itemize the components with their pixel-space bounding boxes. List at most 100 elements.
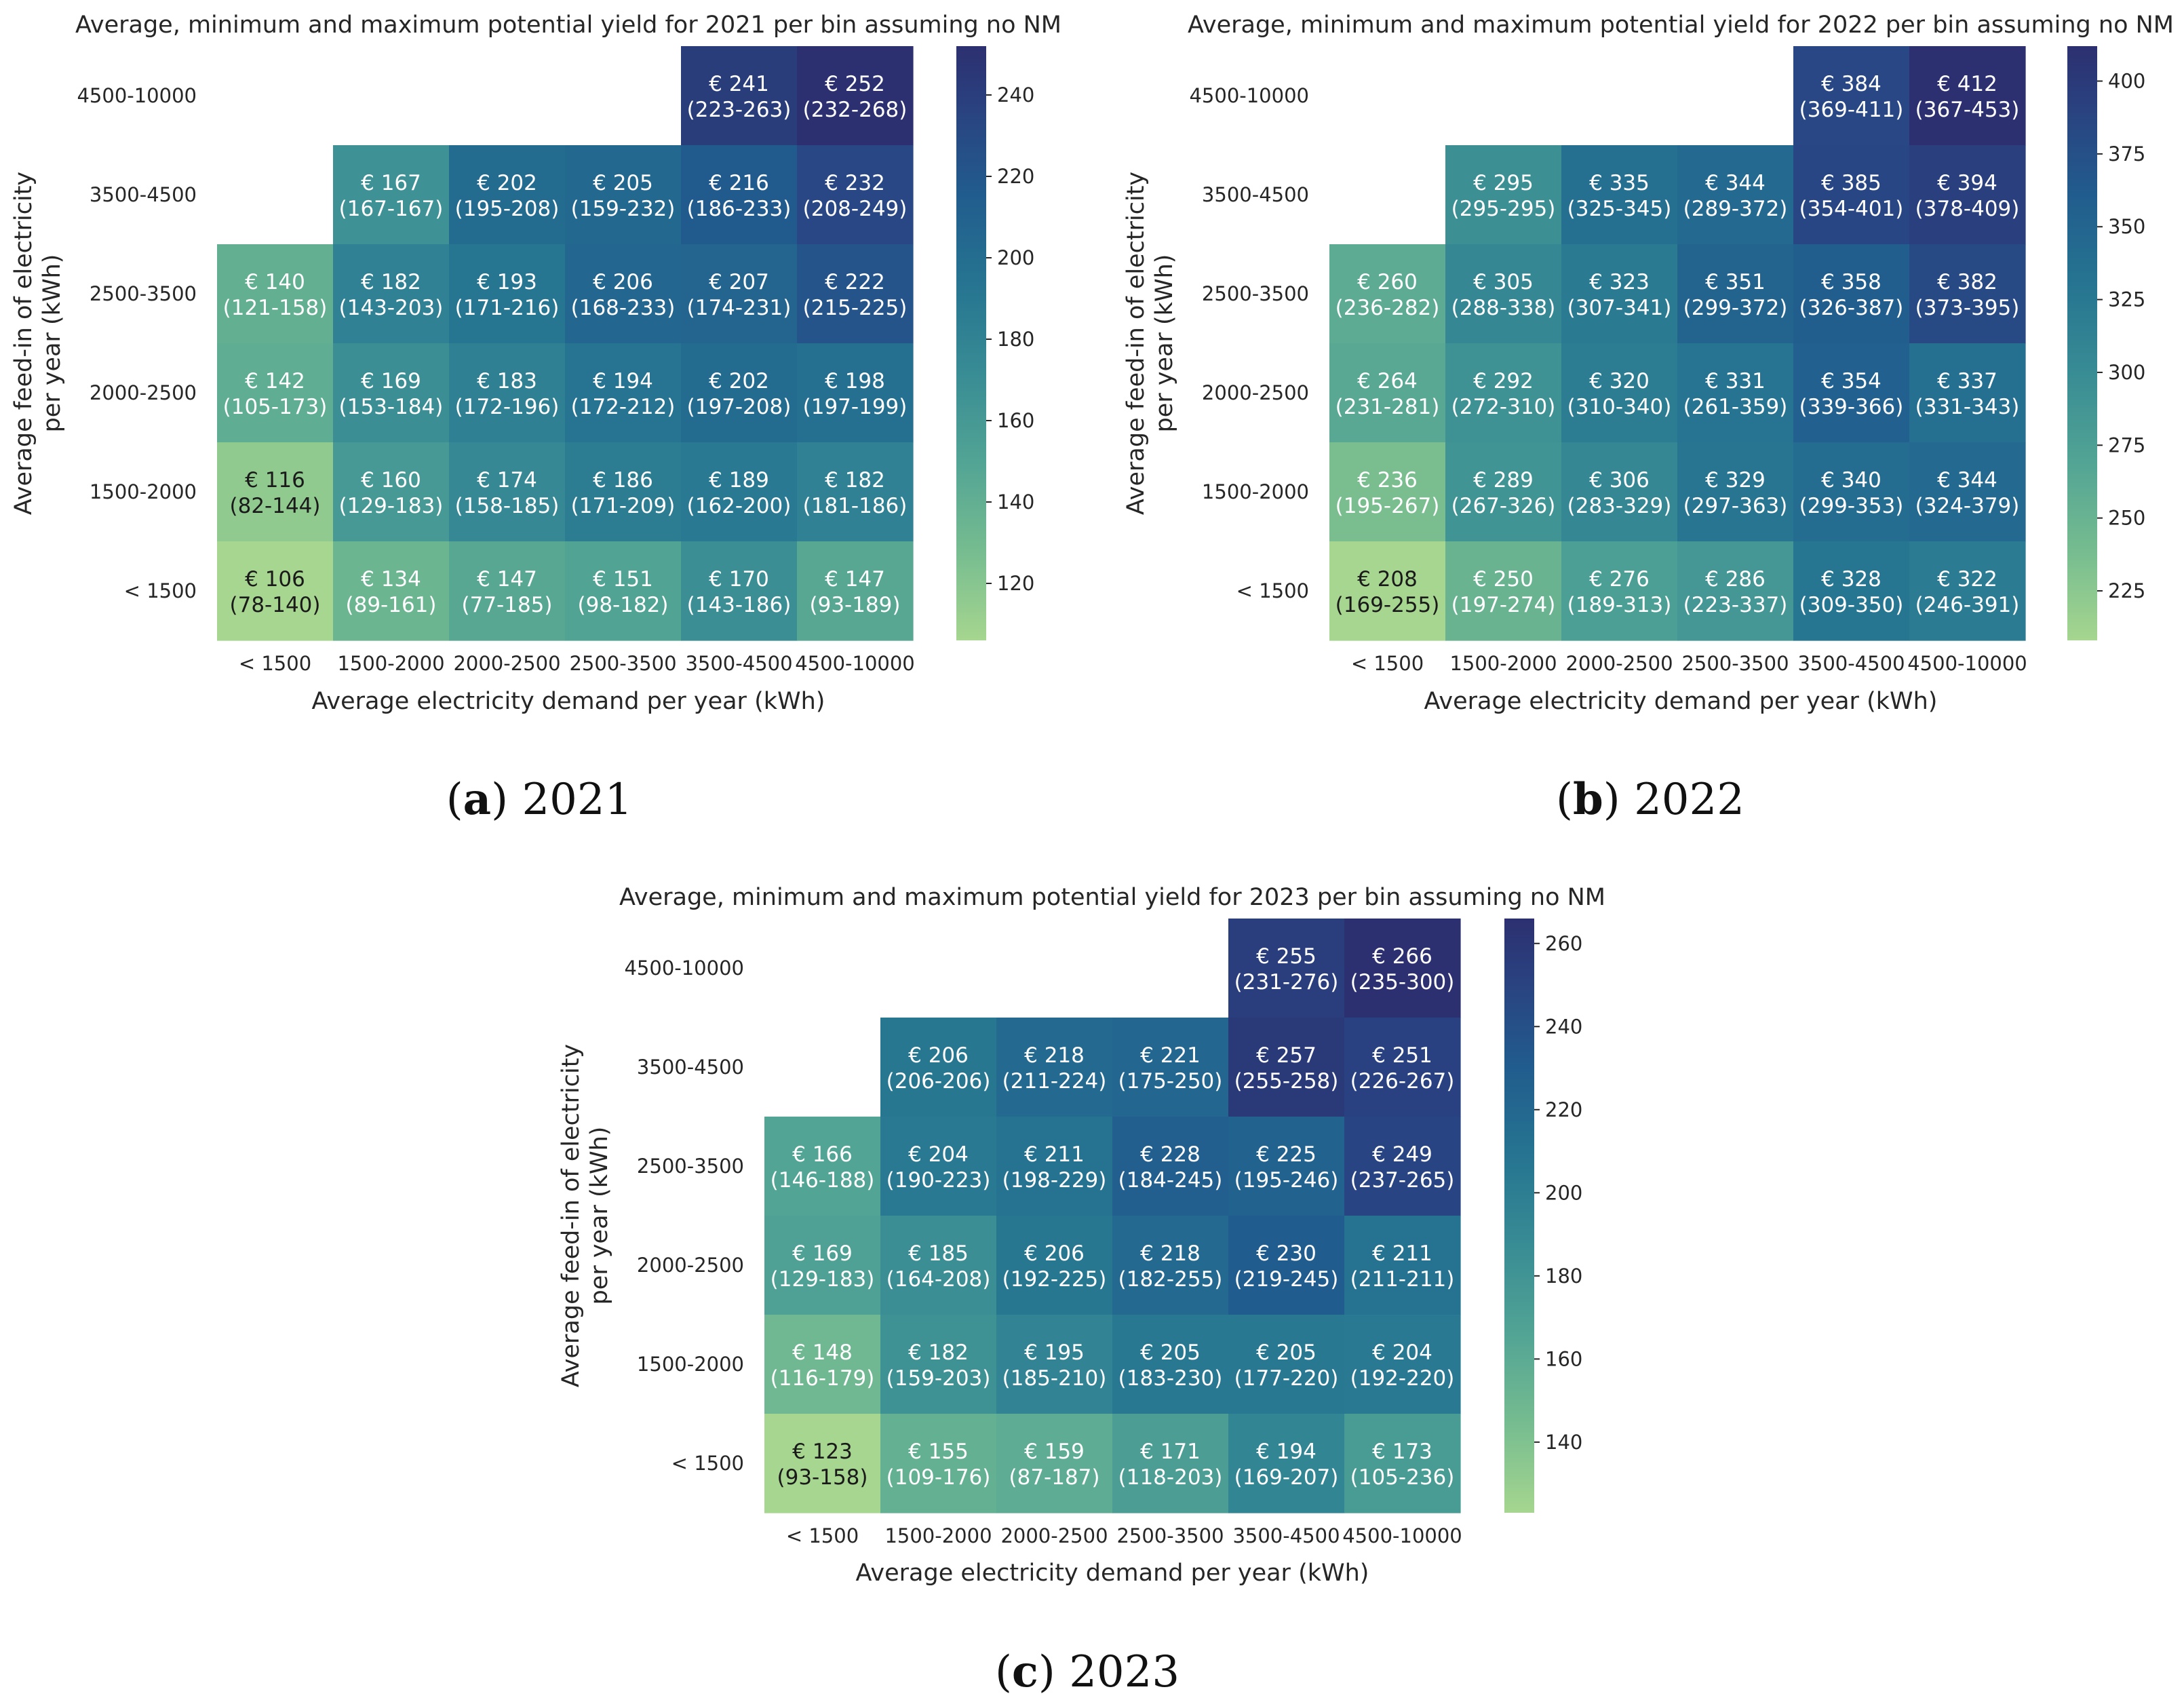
cell-value-label: € 232	[825, 171, 885, 195]
cell-range-label: (158-185)	[455, 494, 560, 518]
cell-value-label: € 202	[709, 369, 769, 393]
cell-value-label: € 335	[1589, 171, 1650, 195]
cell-value-label: € 250	[1473, 567, 1534, 592]
cell-value-label: € 228	[1140, 1142, 1201, 1167]
cell-value-label: € 276	[1589, 567, 1650, 592]
chart-title: Average, minimum and maximum potential y…	[619, 884, 1605, 911]
cell-value-label: € 198	[825, 369, 885, 393]
heatmap-cell	[1112, 1216, 1229, 1315]
cell-range-label: (93-189)	[810, 593, 901, 617]
cell-value-label: € 211	[1372, 1241, 1432, 1266]
heatmap-cell	[1112, 1018, 1229, 1117]
cell-range-label: (129-183)	[771, 1267, 875, 1292]
x-tick-label: 2000-2500	[453, 652, 560, 675]
x-tick-label: 4500-10000	[1907, 652, 2027, 675]
cell-value-label: € 151	[593, 567, 653, 592]
heatmap-cell	[449, 442, 566, 542]
x-tick-label: 3500-4500	[685, 652, 792, 675]
colorbar-tick-label: 325	[2108, 288, 2145, 311]
cell-range-label: (246-391)	[1915, 593, 2020, 617]
cell-value-label: € 208	[1357, 567, 1418, 592]
cell-range-label: (197-274)	[1451, 593, 1556, 617]
y-tick-label: 3500-4500	[90, 183, 197, 206]
cell-value-label: € 289	[1473, 468, 1534, 492]
x-axis-label: Average electricity demand per year (kWh…	[856, 1560, 1369, 1587]
cell-range-label: (189-313)	[1567, 593, 1672, 617]
cell-range-label: (195-246)	[1234, 1168, 1339, 1193]
heatmap-cell	[1344, 1315, 1461, 1414]
cell-value-label: € 351	[1705, 270, 1766, 294]
cell-value-label: € 255	[1256, 944, 1317, 969]
heatmap-cell	[333, 145, 450, 245]
cell-range-label: (169-207)	[1234, 1465, 1339, 1490]
y-tick-label: 2500-3500	[1202, 282, 1309, 305]
x-tick-label: 3500-4500	[1232, 1524, 1340, 1547]
chart-title: Average, minimum and maximum potential y…	[75, 12, 1061, 39]
heatmap-cell	[996, 1018, 1113, 1117]
cell-range-label: (78-140)	[230, 593, 321, 617]
cell-range-label: (211-224)	[1002, 1069, 1107, 1094]
cell-range-label: (255-258)	[1234, 1069, 1339, 1094]
cell-value-label: € 206	[908, 1043, 969, 1068]
cell-range-label: (87-187)	[1009, 1465, 1100, 1490]
cell-range-label: (98-182)	[578, 593, 669, 617]
heatmap-cell	[1677, 343, 1794, 443]
cell-value-label: € 205	[1140, 1340, 1201, 1365]
y-tick-label: 4500-10000	[77, 84, 197, 107]
cell-value-label: € 159	[1024, 1440, 1085, 1464]
cell-value-label: € 266	[1372, 944, 1432, 969]
heatmap-cell	[449, 145, 566, 245]
cell-value-label: € 123	[792, 1440, 853, 1464]
x-tick-label: 3500-4500	[1797, 652, 1905, 675]
cell-value-label: € 340	[1821, 468, 1881, 492]
cell-range-label: (181-186)	[803, 494, 908, 518]
cell-value-label: € 344	[1937, 468, 1997, 492]
cell-value-label: € 204	[908, 1142, 969, 1167]
cell-range-label: (168-233)	[571, 296, 676, 320]
colorbar-tick-label: 140	[1545, 1431, 1582, 1454]
heatmap-cell	[1329, 244, 1446, 344]
cell-range-label: (223-337)	[1683, 593, 1788, 617]
heatmap-cell	[681, 145, 798, 245]
heatmap-cell	[996, 1216, 1113, 1315]
heatmap-cell	[1561, 541, 1678, 641]
heatmap-cell	[565, 343, 682, 443]
heatmap-cell	[1445, 145, 1562, 245]
heatmap-cell	[797, 442, 914, 542]
cell-value-label: € 147	[477, 567, 537, 592]
cell-range-label: (192-225)	[1002, 1267, 1107, 1292]
cell-range-label: (226-267)	[1350, 1069, 1455, 1094]
colorbar-tick-label: 350	[2108, 215, 2145, 238]
cell-value-label: € 236	[1357, 468, 1418, 492]
heatmap-cell	[1561, 244, 1678, 344]
cell-range-label: (206-206)	[886, 1069, 991, 1094]
cell-value-label: € 241	[709, 72, 769, 96]
heatmap-cell	[1112, 1414, 1229, 1513]
cell-value-label: € 148	[792, 1340, 853, 1365]
colorbar-tick-label: 180	[1545, 1264, 1582, 1288]
cell-value-label: € 195	[1024, 1340, 1085, 1365]
cell-range-label: (143-203)	[339, 296, 444, 320]
cell-range-label: (208-249)	[803, 197, 908, 221]
cell-range-label: (309-350)	[1799, 593, 1904, 617]
heatmap-cell	[1677, 442, 1794, 542]
cell-value-label: € 218	[1140, 1241, 1201, 1266]
heatmap-cell	[217, 244, 334, 344]
cell-range-label: (299-353)	[1799, 494, 1904, 518]
heatmap-cell	[880, 1117, 997, 1216]
heatmap-cell	[1909, 442, 2026, 542]
heatmap-cell	[1561, 343, 1678, 443]
heatmap-cell	[333, 442, 450, 542]
cell-value-label: € 251	[1372, 1043, 1432, 1068]
cell-range-label: (295-295)	[1451, 197, 1556, 221]
cell-value-label: € 169	[792, 1241, 853, 1266]
heatmap-cell	[333, 541, 450, 641]
cell-range-label: (223-263)	[687, 98, 792, 122]
cell-value-label: € 230	[1256, 1241, 1317, 1266]
cell-value-label: € 182	[361, 270, 421, 294]
cell-range-label: (261-359)	[1683, 395, 1788, 419]
heatmap-cell	[1561, 145, 1678, 245]
y-axis-label: Average feed-in of electricityper year (…	[1123, 172, 1178, 515]
heatmap-cell	[764, 1117, 881, 1216]
cell-value-label: € 206	[1024, 1241, 1085, 1266]
